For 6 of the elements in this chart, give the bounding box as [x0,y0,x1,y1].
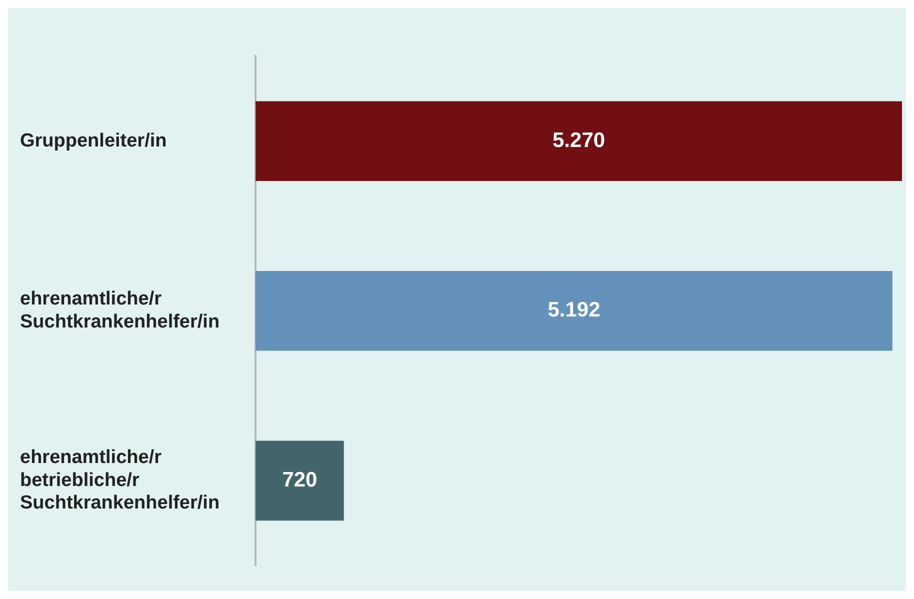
y-tick-label: ehrenamtliche/r Suchtkrankenhelfer/in [20,288,220,333]
y-tick-label: ehrenamtliche/r betriebliche/r Suchtkrankenhelfer/in [20,447,220,514]
data-label: 5.270 [552,128,606,152]
data-label: 720 [282,468,318,492]
y-tick-label: Gruppenleiter/in [20,130,167,152]
data-label: 5.192 [548,298,600,322]
